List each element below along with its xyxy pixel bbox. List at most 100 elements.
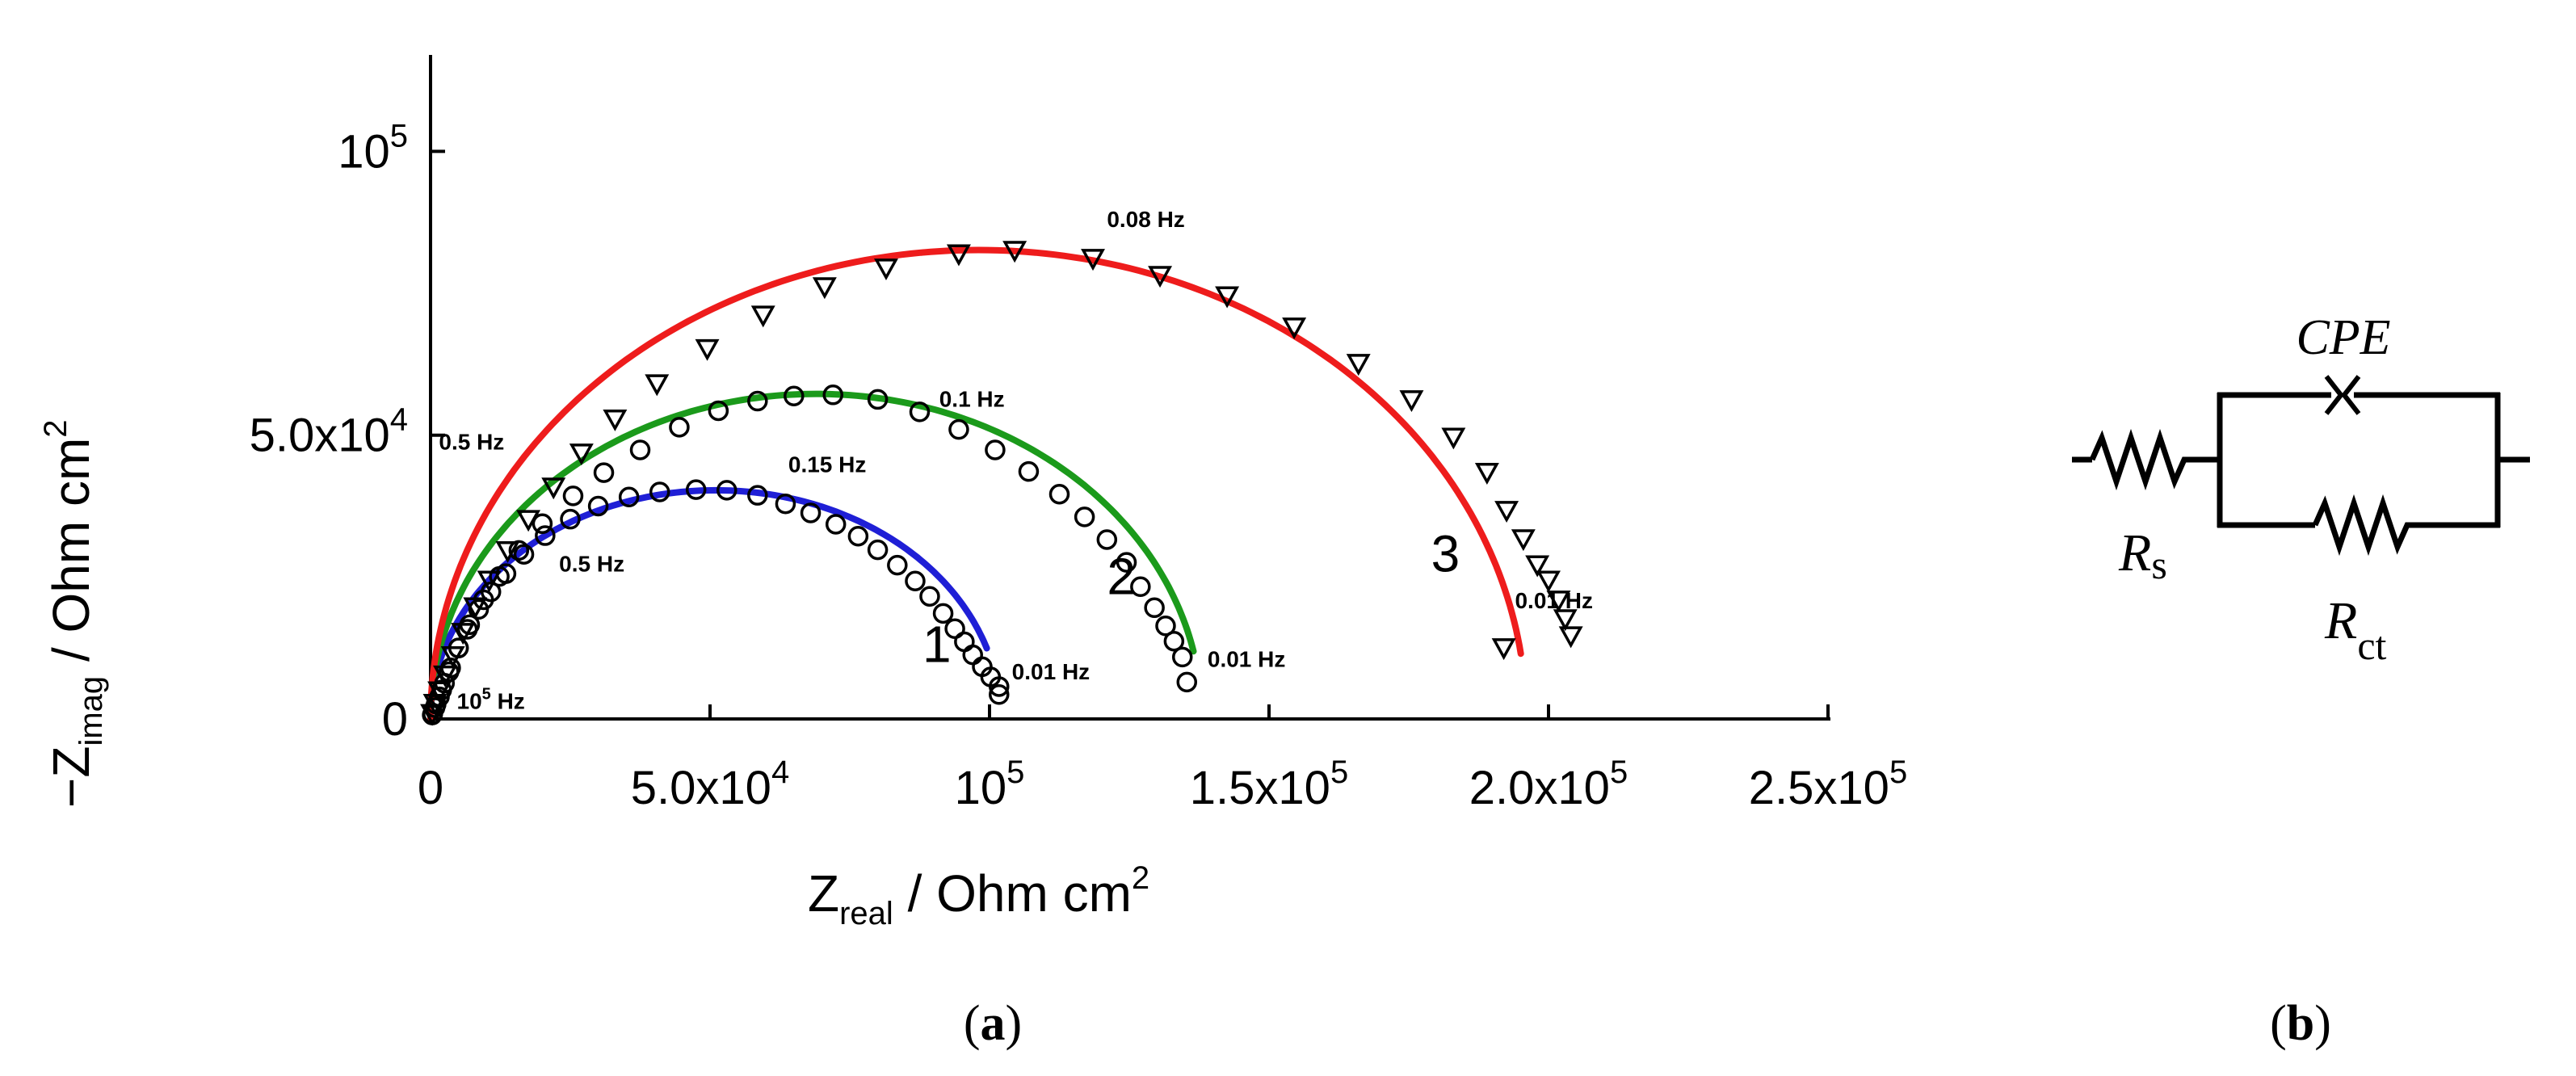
- cpe-label: CPE: [2296, 310, 2390, 365]
- x-tick-label: 2.0x105: [1469, 754, 1628, 814]
- fit-curve-3: [427, 246, 1524, 722]
- x-tick-marks: [429, 704, 1830, 719]
- marker-series-1: [932, 603, 954, 624]
- marker-series-1: [800, 502, 822, 523]
- x-tick-label: 2.5x105: [1749, 754, 1907, 814]
- frequency-label: 0.01 Hz: [1208, 646, 1286, 671]
- marker-series-3: [750, 305, 775, 328]
- marker-series-2: [1074, 506, 1095, 527]
- data-markers: [420, 241, 1583, 726]
- marker-series-3: [433, 665, 457, 687]
- marker-series-1: [989, 676, 1010, 697]
- marker-series-3: [1399, 390, 1424, 413]
- y-tick-label: 105: [338, 118, 408, 178]
- marker-series-3: [1511, 529, 1536, 552]
- marker-series-1: [535, 525, 556, 546]
- marker-series-2: [1155, 616, 1176, 637]
- marker-series-2: [593, 462, 615, 483]
- marker-series-3: [440, 645, 465, 668]
- marker-series-1: [560, 508, 581, 530]
- marker-series-3: [477, 570, 502, 593]
- x-axis-title-rest: / Ohm cm: [893, 864, 1132, 923]
- marker-series-2: [669, 417, 690, 438]
- marker-series-3: [1081, 249, 1105, 271]
- marker-series-2: [489, 565, 510, 587]
- cpe-element-left: [2324, 375, 2344, 415]
- frequency-label: 0.08 Hz: [1107, 207, 1185, 232]
- equivalent-circuit: CPE Rs Rct: [2072, 310, 2530, 668]
- fit-curve-2: [427, 390, 1197, 722]
- marker-series-1: [685, 479, 707, 500]
- nyquist-chart: 0 5.0x104 105 1.5x105 2.0x105 2.5x105 0 5.0x10…: [38, 55, 1907, 931]
- marker-series-3: [1553, 609, 1578, 632]
- marker-series-2: [1176, 671, 1198, 693]
- marker-series-3: [946, 244, 971, 267]
- x-tick-labels: 0 5.0x104 105 1.5x105 2.0x105 2.5x105: [418, 754, 1907, 814]
- marker-series-1: [944, 618, 965, 640]
- marker-series-1: [716, 480, 738, 501]
- marker-series-3: [463, 597, 488, 620]
- marker-series-3: [427, 681, 452, 704]
- marker-series-3: [1282, 317, 1307, 340]
- marker-series-1: [962, 644, 983, 666]
- marker-series-2: [1130, 576, 1151, 598]
- marker-series-1: [775, 493, 796, 515]
- y-axis-title-prefix: −Z: [42, 746, 100, 808]
- marker-series-1: [468, 599, 490, 620]
- frequency-label: 0.5 Hz: [559, 551, 624, 576]
- marker-series-3: [1002, 241, 1027, 263]
- marker-series-2: [1144, 597, 1165, 619]
- marker-series-3: [495, 540, 520, 563]
- marker-series-3: [645, 374, 670, 397]
- y-axis-title-rest: / Ohm cm: [42, 438, 100, 676]
- x-axis-title-main: Z: [808, 864, 839, 923]
- rs-label: Rs: [2118, 523, 2167, 587]
- marker-series-1: [587, 495, 609, 517]
- frequency-label: 0.5 Hz: [439, 429, 504, 454]
- y-axis-title-sub: imag: [74, 676, 109, 746]
- marker-series-1: [847, 526, 869, 547]
- marker-series-3: [541, 477, 566, 500]
- marker-series-3: [1536, 570, 1561, 593]
- marker-series-3: [1494, 501, 1519, 523]
- y-tick-label: 0: [382, 693, 408, 746]
- curve-number: 2: [1107, 547, 1136, 605]
- marker-series-2: [867, 389, 889, 410]
- curve-numbers: 1 2 3: [922, 524, 1460, 673]
- marker-series-2: [948, 418, 969, 440]
- marker-series-3: [422, 693, 448, 716]
- fit-curves: [427, 246, 1524, 722]
- cpe-element-right: [2341, 375, 2361, 415]
- marker-series-3: [1441, 427, 1466, 450]
- curve-number: 1: [922, 616, 952, 674]
- marker-series-3: [1148, 266, 1173, 288]
- rs-resistor: [2089, 428, 2220, 491]
- marker-series-1: [747, 485, 768, 506]
- marker-series-3: [1546, 591, 1571, 613]
- rct-label: Rct: [2324, 591, 2387, 668]
- frequency-label: 0.15 Hz: [788, 452, 867, 477]
- marker-series-1: [618, 486, 640, 508]
- marker-series-2: [1096, 529, 1118, 550]
- marker-series-2: [1171, 646, 1193, 668]
- marker-series-1: [989, 684, 1010, 705]
- marker-series-2: [909, 401, 931, 422]
- marker-series-3: [603, 409, 628, 431]
- marker-series-2: [562, 485, 584, 506]
- marker-series-3: [1558, 626, 1583, 649]
- marker-series-3: [516, 510, 541, 532]
- panel-label-a: (a): [964, 996, 1022, 1051]
- marker-series-3: [874, 258, 898, 281]
- curve-number: 3: [1431, 524, 1460, 582]
- marker-series-2: [629, 439, 651, 460]
- marker-series-2: [708, 400, 729, 422]
- x-axis-title-sub: real: [839, 896, 893, 931]
- x-tick-label: 5.0x104: [631, 754, 789, 814]
- marker-series-2: [822, 385, 843, 406]
- marker-series-2: [439, 661, 460, 683]
- x-axis-title: Zreal / Ohm cm2: [808, 860, 1149, 931]
- marker-series-3: [1474, 463, 1499, 485]
- marker-series-2: [985, 439, 1006, 460]
- rct-resistor: [2312, 494, 2500, 557]
